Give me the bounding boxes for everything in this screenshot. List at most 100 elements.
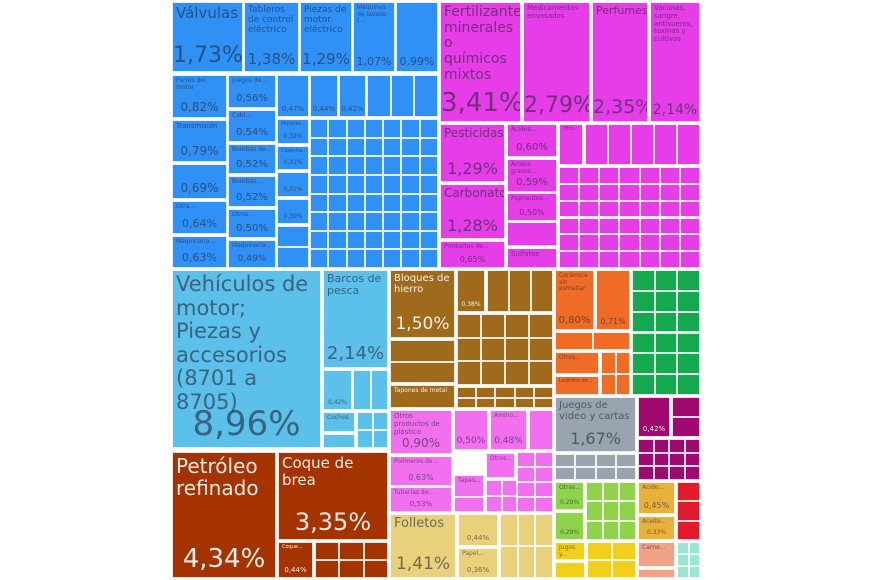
treemap-filler-tile xyxy=(595,454,616,467)
treemap-filler-tile xyxy=(575,467,596,480)
treemap-filler-tile xyxy=(390,340,455,362)
treemap-tile: Aceite... 0,33% xyxy=(638,516,675,540)
treemap-filler-tile xyxy=(310,119,329,138)
tile-value: 0,64% xyxy=(182,217,217,230)
treemap-tile: Productos de... 0,65% xyxy=(440,241,505,268)
treemap-tile: Amino... 0,48% xyxy=(490,410,527,450)
treemap-tile: Medicamentos envasados 2,79% xyxy=(523,2,590,122)
tile-label: Ácidos... xyxy=(511,126,537,133)
treemap-filler-tile xyxy=(277,226,309,247)
treemap-filler-tile xyxy=(632,270,655,291)
treemap-filler-tile xyxy=(659,234,680,252)
treemap-filler-tile xyxy=(500,514,518,546)
treemap-filler-tile xyxy=(639,217,660,235)
treemap-filler-tile xyxy=(599,234,620,252)
treemap-filler-tile xyxy=(328,193,347,213)
treemap-filler-tile xyxy=(555,562,585,578)
tile-label: Coches xyxy=(327,414,349,421)
tile-label: Juegos de video y cartas xyxy=(559,400,630,423)
treemap-filler-tile xyxy=(419,230,438,250)
treemap-tile: Otros... xyxy=(555,352,599,374)
tile-value: 1,73% xyxy=(173,43,243,68)
tile-label: Perfumes xyxy=(596,4,648,17)
treemap-filler-tile xyxy=(372,412,388,430)
treemap-filler-tile xyxy=(328,174,347,194)
tile-value: 0,29% xyxy=(559,499,580,506)
treemap-filler-tile xyxy=(500,546,518,578)
treemap-filler-tile xyxy=(346,230,365,250)
treemap-filler-tile xyxy=(677,566,689,578)
treemap-filler-tile xyxy=(619,183,640,201)
treemap-filler-tile xyxy=(310,249,329,268)
treemap-filler-tile xyxy=(677,374,700,395)
treemap-filler-tile xyxy=(414,75,438,117)
treemap-filler-tile xyxy=(310,137,329,157)
treemap-filler-tile xyxy=(679,251,700,268)
treemap-filler-tile xyxy=(457,314,481,338)
tile-value: 1,29% xyxy=(447,159,498,178)
treemap-filler-tile xyxy=(419,156,438,175)
treemap-tile: Maquinaria... 0,63% xyxy=(172,236,227,268)
treemap-filler-tile xyxy=(353,370,371,410)
treemap-tile: 0,29% xyxy=(555,512,584,540)
treemap-filler-tile xyxy=(575,454,596,467)
treemap-filler-tile xyxy=(346,137,365,157)
treemap-filler-tile xyxy=(559,251,580,268)
treemap-filler-tile xyxy=(517,497,535,512)
tile-label: Fertilizantes minerales o químicos mixto… xyxy=(444,4,521,83)
tile-label: Bombas de... xyxy=(232,146,272,153)
tile-value: 1,50% xyxy=(395,314,450,334)
treemap-filler-tile xyxy=(611,542,636,560)
tile-label: Maquinaria... xyxy=(232,242,272,249)
tile-value: 2,14% xyxy=(652,102,698,118)
treemap-filler-tile xyxy=(529,337,553,362)
treemap-filler-tile xyxy=(653,466,669,480)
tile-value: 0,63% xyxy=(182,251,217,264)
tile-value: 0,63% xyxy=(408,473,434,482)
tile-label: Vacunas, sangre, antisueros, toxinas y c… xyxy=(654,4,693,44)
treemap-filler-tile xyxy=(608,124,631,165)
treemap-filler-tile xyxy=(615,454,636,467)
treemap-filler-tile xyxy=(639,200,660,218)
treemap-filler-tile xyxy=(659,251,680,268)
tile-value: 0,30% xyxy=(283,213,303,220)
treemap-filler-tile xyxy=(559,217,580,235)
tile-value: 0,44% xyxy=(312,105,336,113)
treemap-tile: Coque... 0,44% xyxy=(278,542,313,578)
treemap-filler-tile xyxy=(586,482,603,502)
treemap-filler-tile xyxy=(364,249,384,268)
treemap-filler-tile xyxy=(339,542,364,560)
treemap-filler-tile xyxy=(679,183,700,201)
tile-label: Piezas de motor eléctrico xyxy=(304,5,347,36)
treemap-tile: Juegos de video y cartas 1,67% xyxy=(555,397,636,452)
treemap-filler-tile xyxy=(654,270,678,291)
treemap-filler-tile xyxy=(579,234,600,252)
treemap-filler-tile xyxy=(370,370,388,410)
treemap-filler-tile xyxy=(639,183,660,201)
treemap-tile: 0,44% xyxy=(458,514,498,546)
tile-value: 0,47% xyxy=(281,105,305,113)
treemap-filler-tile xyxy=(632,332,655,354)
tile-label: Maquinaria... xyxy=(176,238,216,245)
tile-value: 1,67% xyxy=(570,429,621,448)
tile-label: Jugos y... xyxy=(559,544,576,558)
treemap-tile: Válvulas 1,73% xyxy=(172,2,243,72)
treemap-filler-tile xyxy=(401,249,420,268)
treemap-tile: Ácidos grasos... 0,59% xyxy=(507,159,557,192)
treemap-tile: Pigmentos... 0,50% xyxy=(507,193,557,221)
treemap-filler-tile xyxy=(514,397,534,408)
tile-label: Ácidos grasos... xyxy=(511,161,537,175)
treemap-tile: Carbonatos 1,28% xyxy=(440,184,505,239)
tile-label: Tapones de metal xyxy=(394,387,447,394)
treemap-filler-tile xyxy=(639,167,660,184)
treemap-filler-tile xyxy=(632,353,655,375)
treemap-filler-tile xyxy=(638,466,654,480)
treemap-filler-tile xyxy=(486,480,502,496)
tile-value: 0,52% xyxy=(236,192,268,203)
tile-label: Ladrillos de... xyxy=(559,378,593,384)
treemap-tile: Otras... 0,29% xyxy=(555,482,584,510)
tile-label: Cerámica sin esmaltar xyxy=(559,272,588,293)
treemap-filler-tile xyxy=(529,410,553,450)
treemap-filler-tile xyxy=(328,230,347,250)
tile-value: 0,45% xyxy=(643,501,670,510)
